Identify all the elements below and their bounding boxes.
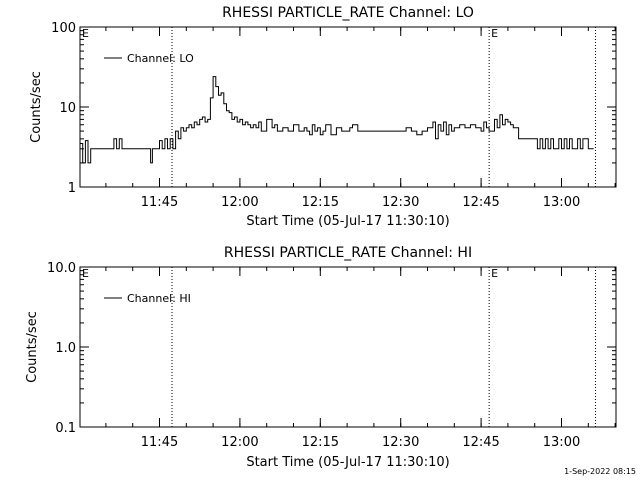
y-tick-label: 100 — [51, 21, 76, 36]
y-tick-label: 1 — [68, 181, 76, 196]
event-lines — [171, 267, 596, 427]
x-tick-label: 12:15 — [302, 435, 339, 450]
axis-ticks: 0.1 1.0 10.0 11:45 12:00 12:15 12:30 12:45 13:00 — [47, 261, 616, 450]
y-tick-label: 10.0 — [47, 261, 76, 276]
legend-label: Channel: HI — [127, 292, 191, 305]
event-marker-label: E — [82, 267, 89, 280]
x-tick-label: 12:30 — [382, 435, 419, 450]
x-tick-label: 11:45 — [141, 195, 178, 210]
x-tick-label: 12:45 — [462, 195, 499, 210]
legend-label: Channel: LO — [127, 52, 194, 65]
x-tick-label: 12:00 — [221, 195, 258, 210]
y-tick-label: 0.1 — [55, 421, 76, 436]
x-axis-label: Start Time (05-Jul-17 11:30:10) — [246, 214, 449, 229]
plot-timestamp: 1-Sep-2022 08:15 — [564, 467, 636, 476]
x-tick-label: 13:00 — [543, 435, 580, 450]
x-axis-label: Start Time (05-Jul-17 11:30:10) — [246, 455, 449, 470]
y-axis-label: Counts/sec — [25, 311, 40, 383]
legend: Channel: LO — [104, 52, 194, 65]
series-line — [80, 76, 594, 164]
y-tick-label: 1.0 — [55, 341, 76, 356]
y-tick-label: 10 — [59, 101, 76, 116]
chart-title: RHESSI PARTICLE_RATE Channel: HI — [224, 245, 472, 261]
series-group — [80, 76, 594, 164]
x-tick-label: 12:15 — [302, 195, 339, 210]
y-axis-label: Counts/sec — [29, 71, 44, 143]
plot-frame — [79, 266, 617, 428]
event-marker-label: E — [491, 267, 498, 280]
x-tick-label: 13:00 — [543, 195, 580, 210]
event-lines — [171, 27, 596, 187]
event-marker-label: E — [491, 27, 498, 40]
chart-title: RHESSI PARTICLE_RATE Channel: LO — [222, 5, 474, 21]
legend: Channel: HI — [104, 292, 191, 305]
plot-frame — [79, 26, 617, 188]
x-tick-label: 12:00 — [221, 435, 258, 450]
x-tick-label: 12:30 — [382, 195, 419, 210]
panel-lo: RHESSI PARTICLE_RATE Channel: LO Counts/… — [29, 5, 617, 229]
x-tick-label: 12:45 — [462, 435, 499, 450]
x-tick-label: 11:45 — [141, 435, 178, 450]
event-marker-label: E — [82, 27, 89, 40]
axis-ticks: 1 10 100 11:45 12:00 12:15 12:30 12:45 13:00 — [51, 21, 616, 210]
panel-hi: RHESSI PARTICLE_RATE Channel: HI Counts/… — [25, 245, 617, 470]
